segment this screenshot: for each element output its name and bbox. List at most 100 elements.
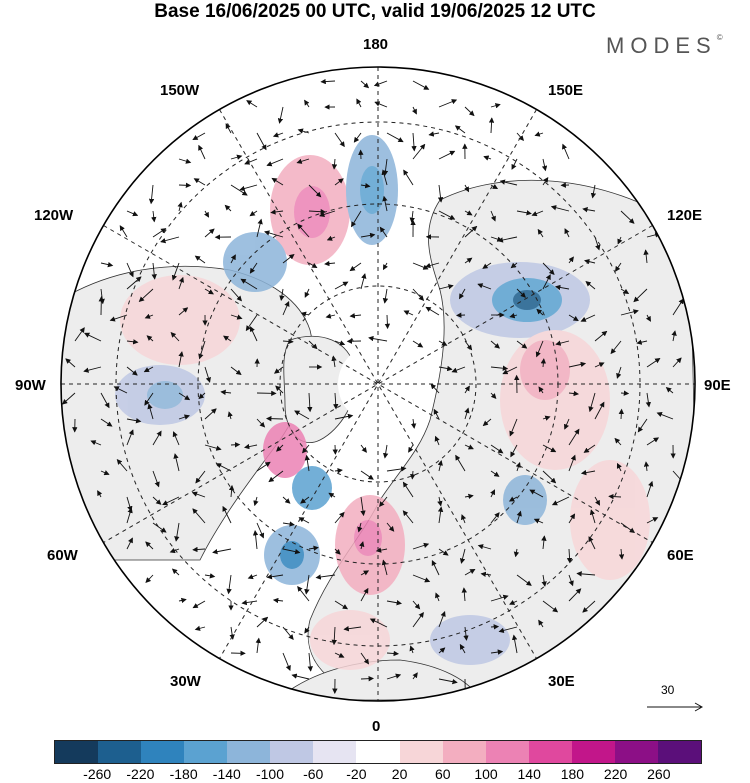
wind-vector (550, 205, 570, 212)
wind-vector (568, 588, 582, 602)
wind-vector (334, 548, 341, 555)
wind-vector (464, 385, 470, 394)
wind-vector (62, 392, 76, 405)
wind-vector (665, 387, 674, 394)
wind-vector (671, 330, 677, 342)
wind-vector (270, 209, 284, 215)
wind-vector (279, 288, 285, 301)
wind-vector (568, 574, 574, 587)
wind-vector (178, 307, 189, 316)
wind-vector (490, 444, 504, 454)
wind-vector (637, 418, 648, 433)
wind-vector (516, 510, 522, 524)
wind-vector (515, 461, 521, 472)
wind-vector (464, 106, 475, 117)
wind-vector (464, 210, 473, 216)
wind-vector (464, 568, 476, 576)
wind-vector (282, 496, 291, 504)
wind-vector (672, 298, 684, 316)
wind-vector (464, 493, 474, 500)
wind-vector (264, 230, 284, 238)
wind-vector (245, 314, 258, 332)
wind-vector (618, 548, 625, 560)
wind-vector (497, 236, 518, 243)
wind-vector (126, 537, 133, 550)
wind-vector (256, 132, 267, 151)
wind-vector (379, 496, 388, 508)
wind-vector (430, 383, 440, 394)
wind-vector (516, 340, 528, 349)
wind-vector (620, 309, 639, 316)
wind-vector (438, 365, 453, 372)
wind-vector (594, 362, 605, 368)
wind-vector (617, 236, 623, 245)
wind-vector (256, 522, 265, 539)
wind-vector (555, 340, 570, 346)
wind-vector (510, 444, 518, 458)
wind-vector (542, 274, 551, 290)
wind-vector (541, 535, 547, 550)
wind-vector (230, 288, 242, 302)
lon-label-60e: 60E (667, 547, 694, 564)
wind-vector (152, 430, 162, 446)
wind-vector (583, 444, 596, 453)
wind-vector (533, 518, 544, 524)
wind-vector (204, 444, 222, 451)
wind-vector (412, 80, 430, 90)
colorbar-tick-label: -260 (83, 766, 112, 782)
wind-vector (266, 158, 284, 167)
wind-vector (334, 467, 343, 474)
wind-vector (509, 313, 518, 319)
wind-vector (204, 573, 216, 579)
wind-vector (353, 132, 362, 143)
wind-vector (438, 610, 446, 628)
wind-vector (412, 611, 424, 628)
wind-vector (178, 351, 184, 368)
wind-vector (428, 131, 440, 137)
wind-vector (308, 208, 326, 215)
wind-vector (222, 505, 232, 524)
wind-vector (646, 357, 661, 368)
wind-vector (239, 184, 258, 192)
wind-vector (508, 496, 518, 502)
wind-vector (178, 158, 192, 164)
wind-vector (272, 597, 284, 604)
wind-vector (300, 311, 310, 317)
wind-vector (502, 366, 518, 375)
wind-vector (564, 418, 570, 430)
wind-vector (412, 542, 430, 550)
wind-vector (438, 678, 458, 685)
brand-text: MODES (606, 33, 717, 58)
wind-vector (100, 261, 114, 268)
colorbar-tick-label: -140 (212, 766, 241, 782)
colorbar-cell (442, 741, 486, 763)
colorbar-tick-label: -220 (126, 766, 155, 782)
wind-vector (402, 510, 414, 524)
wind-vector (172, 431, 180, 446)
wind-vector (223, 335, 232, 342)
lon-label-30w: 30W (170, 673, 201, 690)
wind-vector (585, 281, 596, 290)
wind-vector (65, 358, 76, 368)
wind-vector (620, 390, 630, 396)
wind-vector (83, 366, 102, 373)
wind-vector (542, 176, 549, 186)
colorbar-cell (399, 741, 443, 763)
wind-vector (360, 273, 367, 290)
wind-vector (138, 288, 154, 303)
wind-vector (435, 592, 441, 602)
wind-vector (555, 284, 570, 291)
wind-vector (464, 340, 473, 351)
wind-vector (438, 284, 454, 290)
wind-vector (178, 392, 191, 401)
wind-vector (194, 625, 206, 631)
wind-vector (304, 288, 310, 298)
wind-vector (252, 530, 259, 550)
lon-label-60w: 60W (47, 547, 78, 564)
wind-vector (412, 288, 425, 302)
wind-vector (582, 207, 596, 213)
colorbar-cell (614, 741, 658, 763)
wind-vector (147, 403, 154, 420)
wind-vector (249, 210, 258, 217)
wind-vector (464, 184, 470, 193)
